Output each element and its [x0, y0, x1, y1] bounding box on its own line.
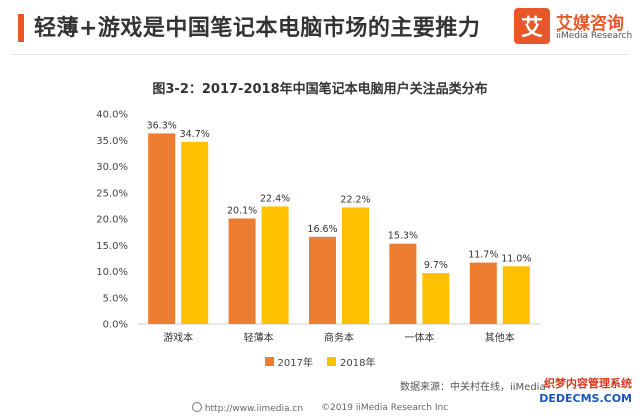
legend-swatch-2018	[327, 357, 336, 366]
watermark-line1: 织梦内容管理系统	[544, 377, 632, 390]
chart-title: 图3-2：2017-2018年中国笔记本电脑用户关注品类分布	[152, 82, 488, 97]
footer: http://www.iimedia.cn ©2019 iiMedia Rese…	[0, 400, 640, 416]
data-source: 数据来源：中关村在线，iiMedia	[400, 382, 546, 393]
chart-legend: 2017年 2018年	[0, 354, 640, 369]
bar	[502, 266, 530, 324]
bar-value-label: 22.2%	[340, 194, 370, 205]
y-tick-label: 30.0%	[96, 162, 128, 173]
y-tick-label: 25.0%	[96, 188, 128, 199]
y-tick-label: 35.0%	[96, 136, 128, 147]
bar	[228, 218, 256, 324]
legend-swatch-2017	[264, 357, 274, 366]
x-tick-label: 游戏本	[163, 331, 193, 344]
logo-name-cn: 艾媒咨询	[556, 14, 624, 34]
legend-item-2017: 2017年	[264, 354, 313, 369]
y-tick-label: 0.0%	[103, 320, 128, 331]
footer-url-wrap: http://www.iimedia.cn	[191, 402, 304, 414]
legend-label-2017: 2017年	[277, 358, 313, 369]
x-tick-label: 其他本	[485, 331, 515, 344]
iimedia-logo: 艾 艾媒咨询 iiMedia Research	[514, 8, 632, 46]
bar	[422, 273, 450, 324]
logo-mark: 艾	[514, 8, 550, 44]
bar-value-label: 34.7%	[180, 129, 210, 140]
bar	[148, 133, 176, 324]
bar	[309, 236, 336, 324]
bar-value-label: 16.6%	[307, 224, 337, 235]
headline-accent-bar	[18, 14, 24, 42]
bar-value-label: 36.3%	[147, 120, 177, 131]
y-tick-label: 15.0%	[96, 241, 128, 252]
footer-copyright: ©2019 iiMedia Research Inc	[321, 403, 449, 413]
y-tick-label: 5.0%	[103, 293, 128, 304]
x-tick-label: 轻薄本	[244, 331, 274, 344]
page-headline: 轻薄+游戏是中国笔记本电脑市场的主要推力	[34, 16, 481, 41]
legend-item-2018: 2018年	[327, 354, 375, 369]
bar	[389, 243, 417, 324]
watermark-line2: DEDECMS.COM	[539, 392, 632, 405]
bar-value-label: 20.1%	[227, 205, 257, 216]
bar	[181, 141, 209, 324]
bar-value-label: 11.0%	[501, 253, 531, 264]
bar-value-label: 9.7%	[424, 260, 448, 271]
watermark: 织梦内容管理系统 DEDECMS.COM	[539, 376, 632, 406]
legend-label-2018: 2018年	[340, 358, 376, 369]
y-tick-label: 40.0%	[96, 110, 128, 121]
bar-value-label: 22.4%	[260, 193, 290, 204]
logo-name-en: iiMedia Research	[556, 31, 633, 41]
x-tick-label: 一体本	[404, 331, 434, 344]
y-tick-label: 10.0%	[96, 267, 128, 278]
bar-value-label: 15.3%	[388, 231, 418, 242]
globe-icon	[191, 402, 202, 412]
bar	[261, 206, 289, 324]
footer-url: http://www.iimedia.cn	[204, 404, 304, 414]
bar-value-label: 11.7%	[468, 250, 498, 261]
bar	[469, 262, 497, 324]
x-tick-label: 商务本	[324, 331, 354, 344]
y-tick-label: 20.0%	[96, 215, 128, 226]
bar	[342, 207, 369, 324]
header-divider	[12, 54, 628, 55]
